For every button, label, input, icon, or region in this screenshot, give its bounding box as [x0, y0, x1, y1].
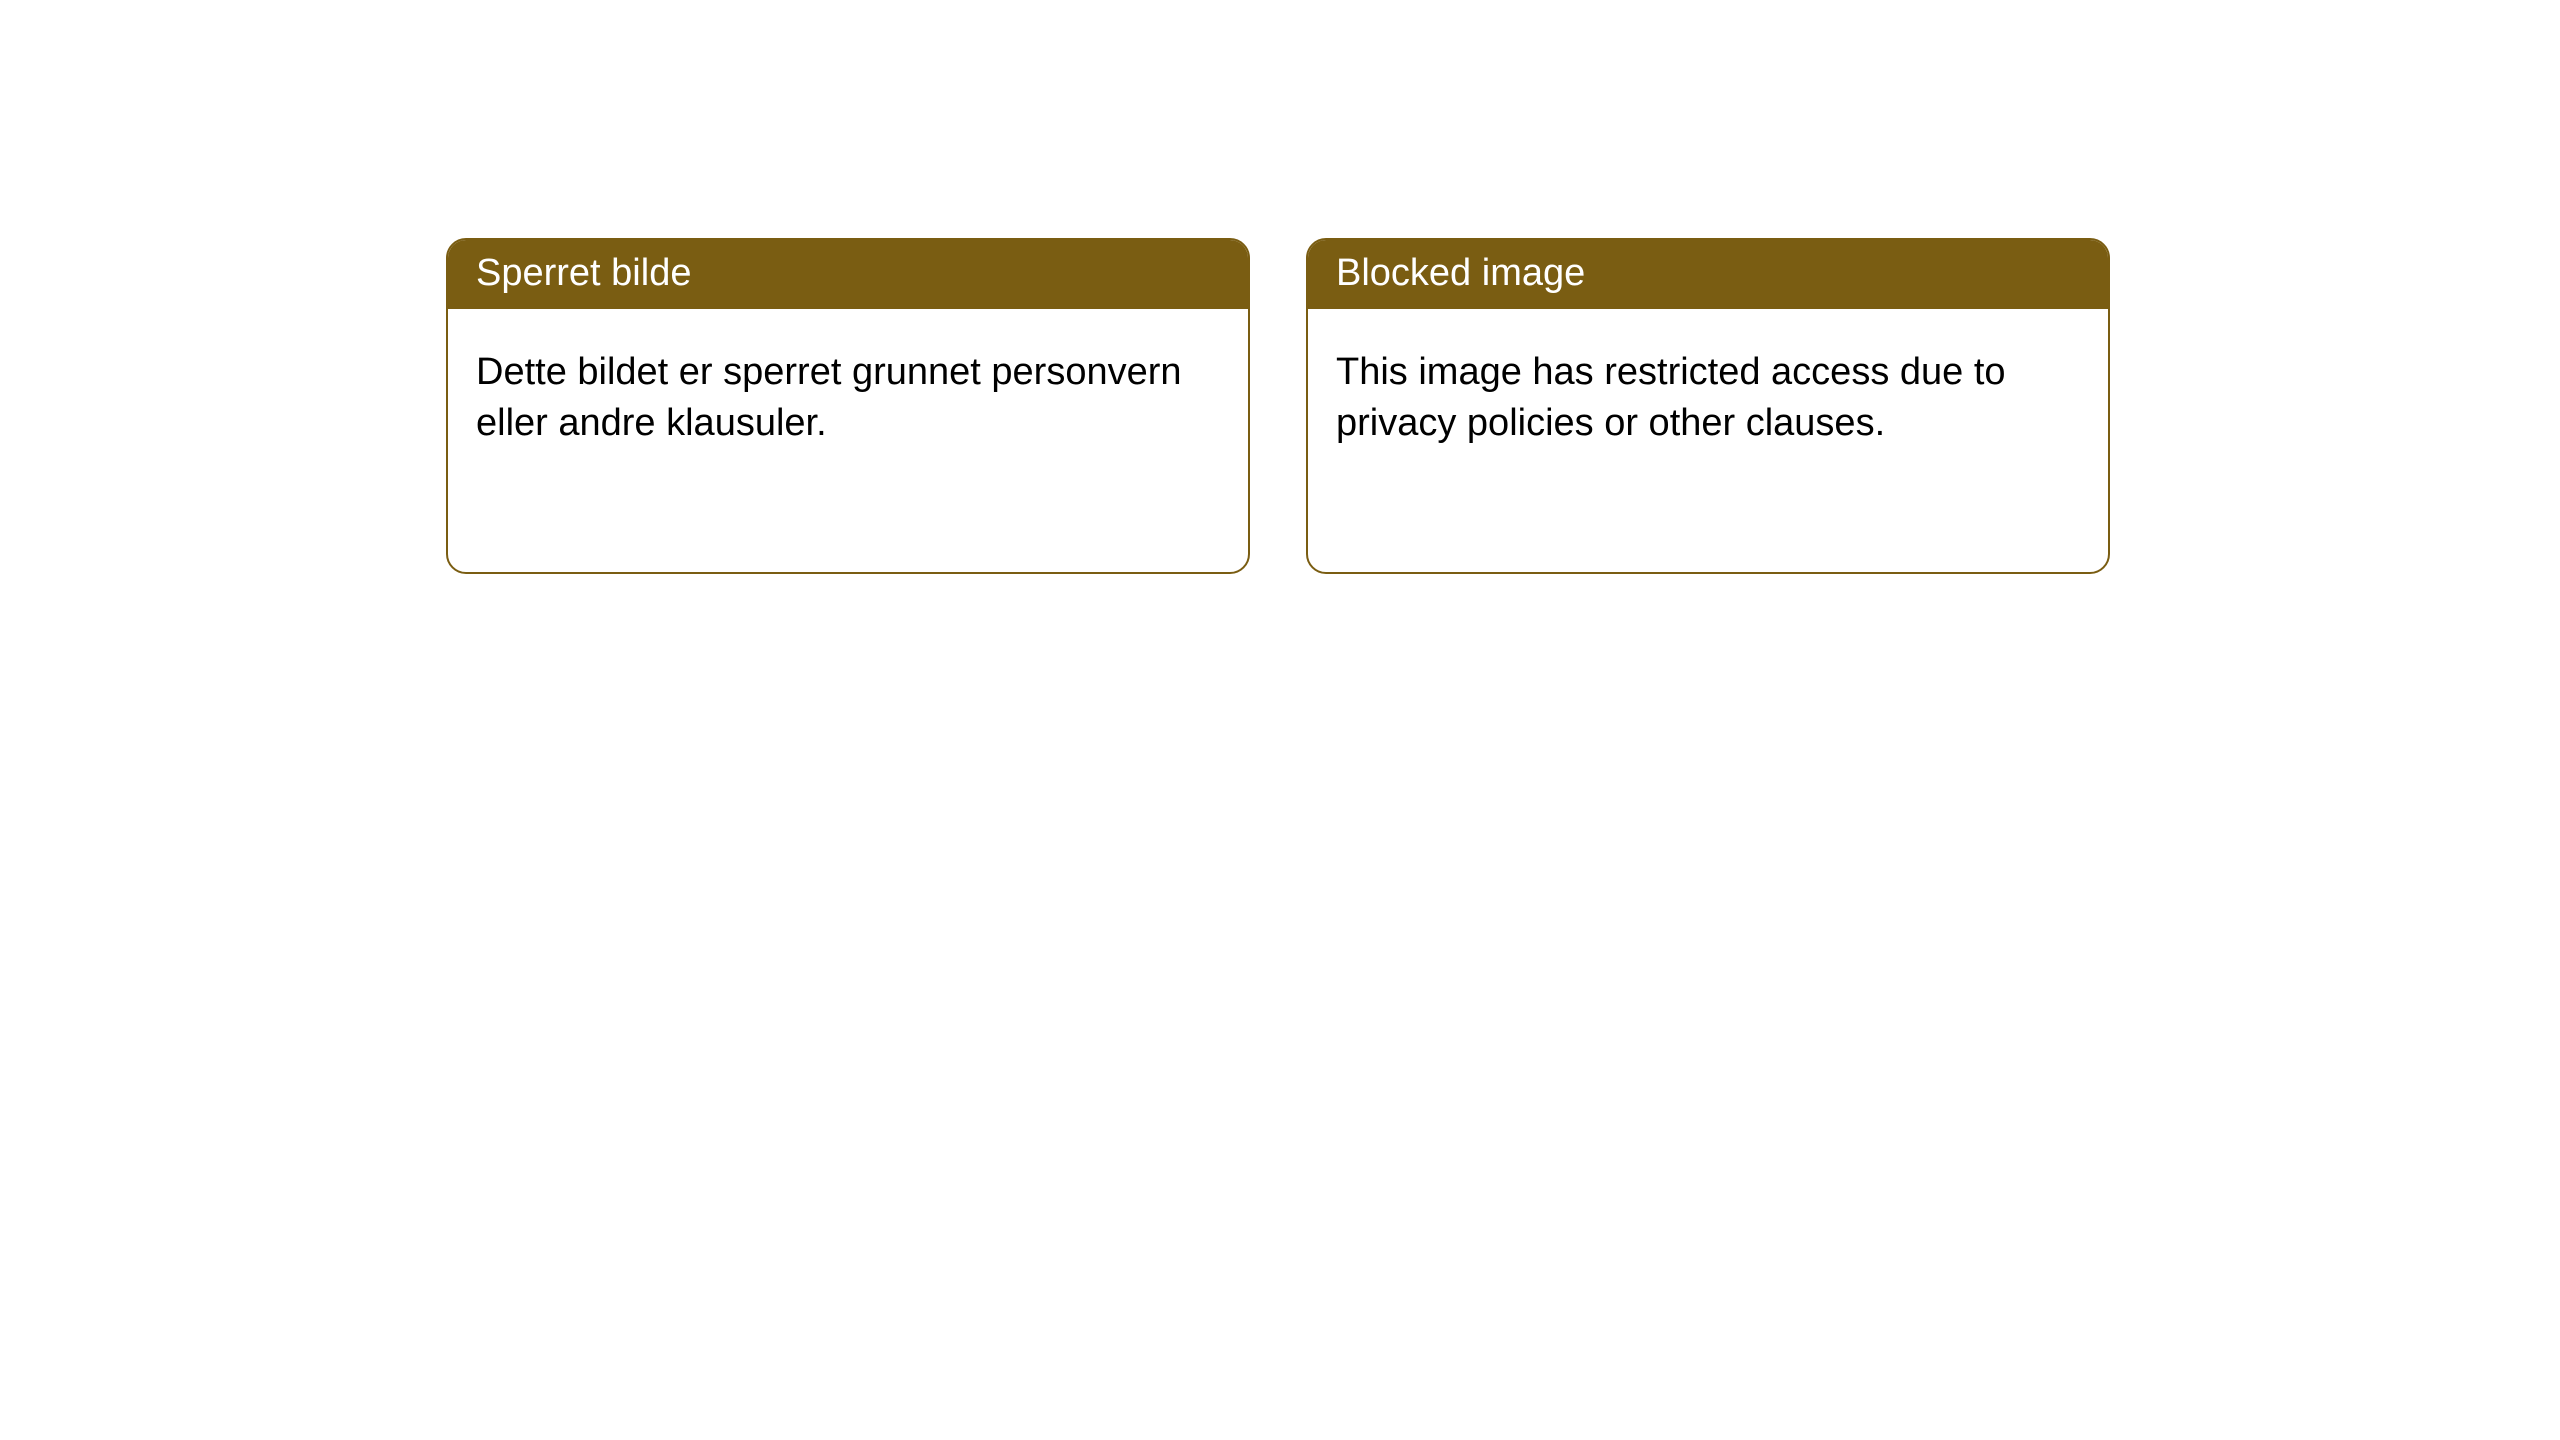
card-title-no: Sperret bilde — [448, 240, 1248, 309]
card-body-en: This image has restricted access due to … — [1308, 309, 2108, 488]
notice-cards-container: Sperret bilde Dette bildet er sperret gr… — [0, 0, 2560, 574]
card-title-en: Blocked image — [1308, 240, 2108, 309]
card-body-no: Dette bildet er sperret grunnet personve… — [448, 309, 1248, 488]
blocked-image-card-no: Sperret bilde Dette bildet er sperret gr… — [446, 238, 1250, 574]
blocked-image-card-en: Blocked image This image has restricted … — [1306, 238, 2110, 574]
